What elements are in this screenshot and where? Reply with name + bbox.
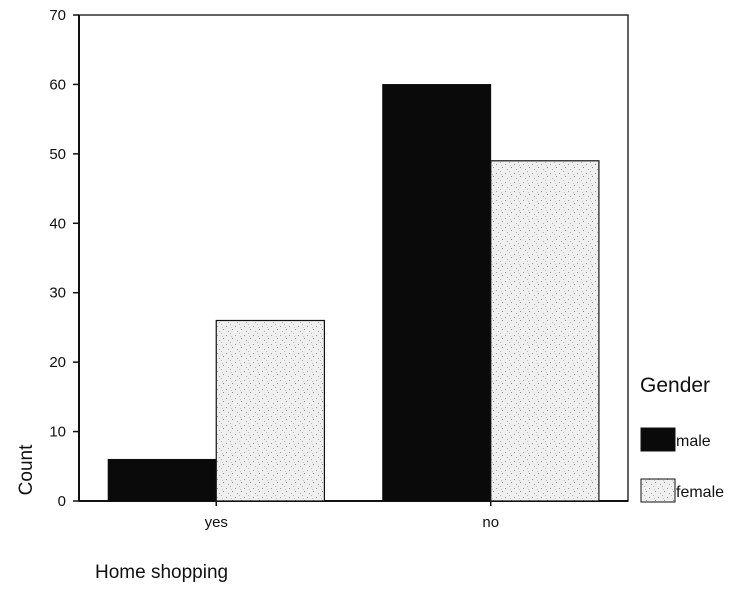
bar-female-yes bbox=[215, 319, 326, 502]
y-tick-label: 60 bbox=[49, 76, 66, 93]
x-tick-label: no bbox=[482, 514, 499, 531]
bar-male-yes bbox=[107, 458, 217, 502]
y-tick-label: 70 bbox=[49, 7, 66, 24]
x-axis-ticks: yes no bbox=[205, 501, 499, 531]
bar-group bbox=[107, 84, 600, 502]
legend-title: Gender bbox=[640, 374, 710, 397]
bar-male-no bbox=[382, 84, 492, 502]
legend-swatch-female bbox=[640, 478, 676, 503]
legend: Gender male female bbox=[640, 374, 724, 503]
x-axis-title: Home shopping bbox=[95, 562, 228, 583]
legend-label-female: female bbox=[676, 484, 724, 501]
bar-female-no bbox=[490, 160, 600, 502]
y-tick-label: 30 bbox=[49, 285, 66, 302]
y-tick-label: 50 bbox=[49, 146, 66, 163]
y-tick-label: 20 bbox=[49, 354, 66, 371]
legend-swatch-male bbox=[640, 427, 676, 452]
legend-label-male: male bbox=[676, 433, 711, 450]
y-tick-label: 40 bbox=[49, 215, 66, 232]
y-tick-label: 0 bbox=[58, 493, 66, 510]
y-axis-title: Count bbox=[16, 444, 37, 495]
y-axis-ticks: 0 10 20 30 40 50 60 70 bbox=[49, 7, 79, 510]
x-tick-label: yes bbox=[205, 514, 228, 531]
y-tick-label: 10 bbox=[49, 424, 66, 441]
